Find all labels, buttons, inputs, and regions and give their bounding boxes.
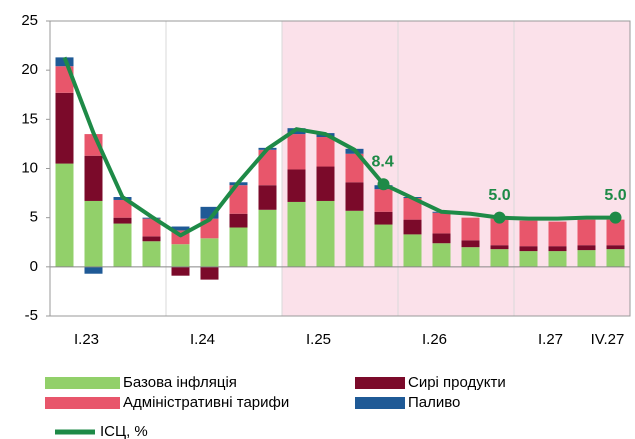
legend-swatch (45, 397, 120, 409)
bar-segment (142, 241, 161, 267)
x-tick-label: I.25 (306, 331, 331, 348)
bar-segment (461, 247, 480, 267)
data-label: 5.0 (604, 187, 626, 204)
legend-swatch (45, 377, 120, 389)
y-tick-label: 10 (21, 159, 38, 176)
bar-segment (490, 249, 509, 267)
plot-frame (49, 20, 631, 317)
bar-segment (316, 137, 335, 167)
legend-swatch (355, 377, 405, 389)
bar-segment (606, 219, 625, 246)
bar-segment (229, 185, 248, 214)
bar-segment (606, 245, 625, 250)
x-tick-label: IV.27 (591, 331, 625, 348)
y-tick-label: -5 (25, 307, 38, 324)
legend-label: Сирі продукти (408, 374, 506, 391)
line-series (62, 56, 616, 238)
bar-segment (461, 240, 480, 248)
bar-segment (113, 217, 132, 224)
x-tick-label: I.26 (422, 331, 447, 348)
bar-segment (200, 238, 219, 267)
bar-segment (374, 211, 393, 225)
legend-label: Базова інфляція (123, 374, 237, 391)
bar-segment (171, 226, 190, 231)
bar-segment (490, 218, 509, 246)
bar-segment (287, 134, 306, 170)
bar-segment (142, 236, 161, 242)
bar-segment (403, 219, 422, 235)
bar-segment (84, 266, 103, 274)
legend-swatch (355, 397, 405, 409)
y-tick-label: 20 (21, 61, 38, 78)
bar-segment (55, 163, 74, 267)
bar-segment (229, 213, 248, 228)
bar-segment (200, 206, 219, 219)
bar-segment (345, 153, 364, 183)
bar-segment (171, 266, 190, 276)
bar-segment (142, 218, 161, 237)
bar-segment (374, 224, 393, 267)
bar-segment (548, 246, 567, 252)
bar-segment (113, 199, 132, 218)
bar-segment (490, 245, 509, 250)
bar-segment (113, 223, 132, 267)
bar-segment (229, 227, 248, 267)
bar-segment (84, 155, 103, 201)
legend-label: Паливо (408, 394, 460, 411)
y-tick-label: 25 (21, 12, 38, 29)
bar-segment (316, 166, 335, 201)
bar-segment (519, 220, 538, 247)
bar-segment (374, 189, 393, 212)
bar-segment (403, 234, 422, 267)
bar-segment (461, 217, 480, 241)
x-tick-label: I.24 (190, 331, 215, 348)
data-label: 8.4 (372, 153, 394, 170)
bar-segment (577, 250, 596, 267)
x-tick-label: I.27 (538, 331, 563, 348)
bar-segment (258, 149, 277, 186)
bar-segment (548, 221, 567, 247)
legend-label: Адміністративні тарифи (123, 394, 289, 411)
bar-segment (287, 169, 306, 202)
line-marker (493, 211, 506, 224)
bar-segment (519, 246, 538, 252)
bar-segment (577, 219, 596, 246)
bar-segment (432, 212, 451, 234)
bar-segment (577, 245, 596, 251)
bar-segment (258, 209, 277, 267)
x-tick-label: I.23 (74, 331, 99, 348)
data-label: 5.0 (488, 187, 510, 204)
bar-segment (432, 233, 451, 244)
bar-segment (287, 201, 306, 267)
bar-segment (258, 185, 277, 210)
bar-segment (345, 182, 364, 211)
bar-segment (606, 249, 625, 267)
y-tick-label: 0 (30, 258, 38, 275)
bar-segment (432, 243, 451, 267)
bar-segment (548, 251, 567, 267)
bar-segment (55, 92, 74, 164)
y-tick-label: 15 (21, 110, 38, 127)
bar-segment (403, 198, 422, 220)
bar-segment (200, 266, 219, 280)
bar-segment (316, 200, 335, 267)
bar-segment (84, 200, 103, 267)
bar-segment (171, 244, 190, 267)
line-marker (609, 211, 622, 224)
legend-label: ІСЦ, % (100, 423, 148, 439)
bar-segment (345, 210, 364, 267)
y-tick-label: 5 (30, 209, 38, 226)
bar-segment (519, 251, 538, 267)
line-marker (377, 178, 390, 191)
